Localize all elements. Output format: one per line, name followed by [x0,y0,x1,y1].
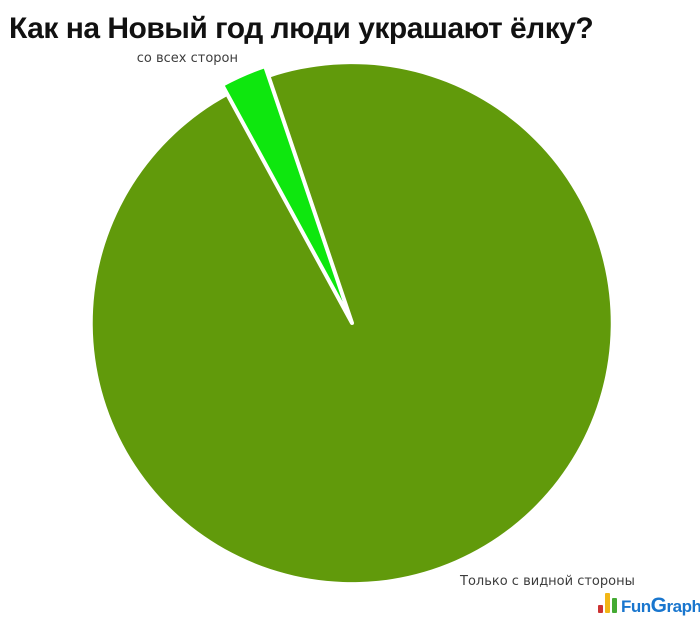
wordmark-raph: raph [666,597,700,616]
chart-title: Как на Новый год люди украшают ёлку? [9,12,594,45]
wordmark-fun: Fun [621,597,651,616]
pie-slice-0 [220,64,354,325]
bar-chart-icon [598,593,617,613]
fungraph-wordmark: FunGraph [621,595,700,616]
wordmark-g: G [650,594,667,617]
pie-label-visible-side: Только с видной стороны [460,574,635,589]
pie-label-all-sides: со всех сторон [136,51,238,66]
fungraph-logo: FunGraph [597,591,700,616]
